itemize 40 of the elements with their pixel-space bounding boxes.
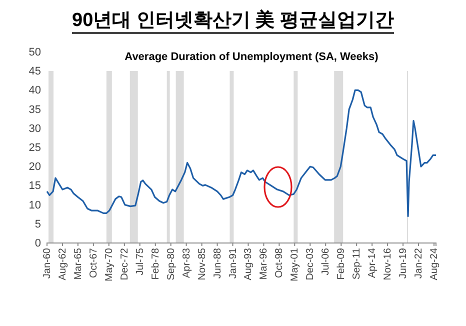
y-tick-label: 20 [28,161,41,174]
y-tick-label: 10 [28,199,41,212]
x-tick-label: Aug-62 [57,248,68,280]
x-tick-label: Jun-88 [212,248,224,279]
x-tick-label: Nov-16 [382,248,394,280]
y-tick-label: 35 [28,104,41,116]
x-tick-label: Dec-72 [119,248,130,280]
x-tick-label: Jan-22 [414,248,425,279]
x-tick-label: Oct-98 [274,248,286,278]
line-series [46,89,437,218]
x-tick-label: Aug-93 [243,248,254,280]
x-tick-label: Apr-83 [181,248,192,278]
x-tick-label: Nov-85 [196,248,208,280]
x-tick-label: Oct-67 [88,248,100,278]
y-tick-label: 25 [28,142,41,154]
x-tick-label: Feb-09 [336,248,348,280]
x-tick-label: Mar-96 [258,248,270,280]
x-tick-label: Jan-91 [228,248,239,279]
x-tick-label: Jan-60 [42,248,53,279]
x-tick-label: Mar-65 [72,248,84,280]
chart-subtitle: Average Duration of Unemployment (SA, Weeks) [124,51,379,63]
y-tick-label: 5 [34,218,41,230]
x-tick-label: Jul-75 [134,248,146,276]
x-tick-label: Dec-03 [305,248,316,280]
y-tick-label: 40 [28,84,41,97]
x-tick-label: May-70 [104,248,115,282]
x-tick-label: Sep-80 [166,248,177,280]
x-tick-label: Apr-14 [367,248,378,278]
x-tick-label: Jun-19 [398,248,410,279]
x-tick-label: Aug-24 [429,248,440,280]
chart-title: 90년대 인터넷확산기 美 평균실업기간 [72,9,394,31]
y-tick-label: 0 [34,238,41,250]
x-tick-label: Feb-78 [150,248,162,280]
x-tick-label: May-01 [290,248,301,282]
x-tick-label: Sep-11 [352,248,363,280]
y-tick-label: 45 [28,66,41,78]
y-tick-label: 50 [28,46,41,59]
y-tick-label: 15 [28,180,41,192]
x-tick-label: Jul-06 [320,248,332,276]
y-tick-label: 30 [28,122,41,135]
